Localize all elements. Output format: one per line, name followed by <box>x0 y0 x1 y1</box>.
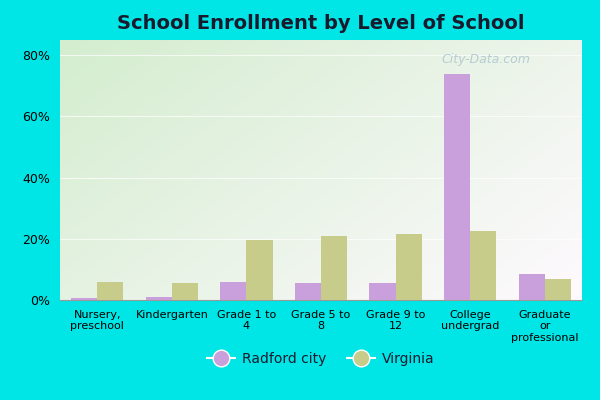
Bar <box>370 283 395 300</box>
Bar <box>545 278 571 300</box>
Bar <box>172 283 198 300</box>
Text: City-Data.com: City-Data.com <box>441 53 530 66</box>
Title: School Enrollment by Level of School: School Enrollment by Level of School <box>117 14 525 33</box>
Bar <box>247 240 272 300</box>
Bar <box>146 297 172 300</box>
Bar <box>444 74 470 300</box>
Bar <box>321 236 347 300</box>
Bar <box>470 231 496 300</box>
Bar <box>518 274 545 300</box>
Bar <box>220 282 247 300</box>
Bar <box>395 234 422 300</box>
Legend: Radford city, Virginia: Radford city, Virginia <box>202 346 440 371</box>
Bar <box>97 282 124 300</box>
Bar <box>295 283 321 300</box>
Bar <box>71 298 97 300</box>
